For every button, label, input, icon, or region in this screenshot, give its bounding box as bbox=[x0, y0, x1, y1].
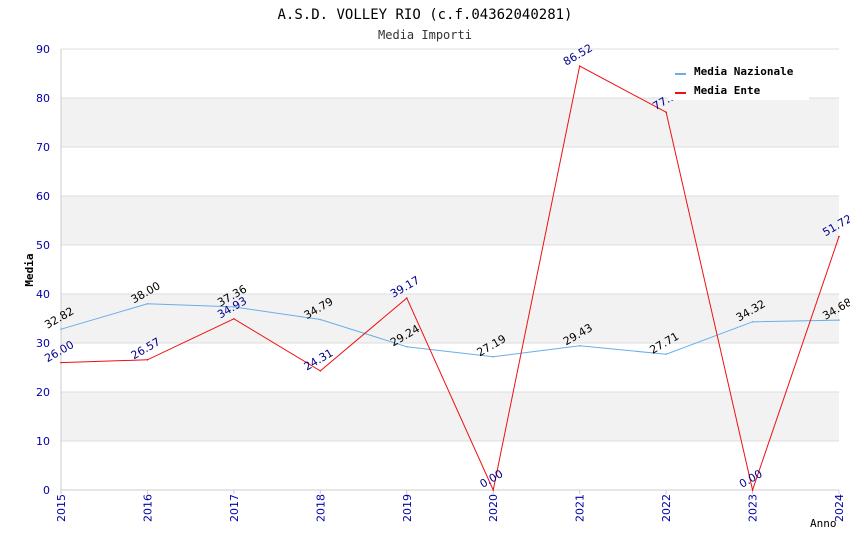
x-tick-label: 2022 bbox=[660, 494, 673, 522]
y-tick-label: 90 bbox=[36, 43, 50, 56]
y-tick-label: 80 bbox=[36, 92, 50, 105]
data-point bbox=[665, 111, 667, 114]
series-line-media-nazionale bbox=[60, 303, 840, 358]
data-label: 86.52 bbox=[561, 42, 595, 69]
data-point bbox=[319, 370, 322, 372]
x-tick-label: 2020 bbox=[487, 494, 500, 522]
y-axis-label: Media bbox=[23, 253, 36, 286]
y-tick-label: 10 bbox=[36, 435, 50, 448]
data-point bbox=[492, 355, 495, 358]
y-tick-label: 0 bbox=[43, 484, 50, 497]
data-point bbox=[492, 489, 495, 491]
legend: Media Nazionale Media Ente bbox=[668, 58, 809, 100]
data-point bbox=[578, 344, 581, 347]
data-point bbox=[60, 328, 62, 330]
data-point bbox=[405, 345, 408, 348]
x-tick-label: 2015 bbox=[55, 494, 68, 522]
legend-label: Media Nazionale bbox=[694, 65, 794, 78]
data-point bbox=[405, 297, 408, 299]
x-tick-label: 2024 bbox=[833, 494, 846, 522]
y-tick-label: 30 bbox=[36, 337, 50, 350]
data-point bbox=[146, 303, 149, 305]
grid-band bbox=[61, 98, 839, 147]
grid-band bbox=[61, 294, 839, 343]
data-point bbox=[146, 359, 149, 361]
series-group bbox=[60, 65, 840, 492]
grid-bands bbox=[61, 98, 839, 441]
x-tick-label: 2019 bbox=[401, 494, 414, 522]
x-tick-label: 2023 bbox=[747, 494, 760, 522]
chart-title: A.S.D. VOLLEY RIO (c.f.04362040281) bbox=[277, 7, 572, 23]
grid-lines bbox=[61, 48, 839, 491]
data-label: 0.00 bbox=[737, 467, 765, 491]
grid-band bbox=[61, 196, 839, 245]
y-tick-label: 50 bbox=[36, 239, 50, 252]
axes bbox=[60, 49, 840, 494]
x-tick-labels: 2015 2016 2017 2018 2019 2020 2021 2022 2023 2024 bbox=[55, 494, 846, 522]
data-point bbox=[60, 361, 62, 364]
data-point bbox=[665, 353, 667, 356]
y-tick-label: 70 bbox=[36, 141, 50, 154]
chart-subtitle: Media Importi bbox=[378, 28, 472, 42]
data-point bbox=[233, 306, 235, 308]
x-tick-label: 2017 bbox=[228, 494, 241, 522]
data-point bbox=[578, 65, 581, 67]
y-tick-labels: 0 10 20 30 40 50 60 70 80 90 bbox=[36, 43, 50, 497]
legend-box bbox=[668, 58, 809, 100]
y-tick-label: 60 bbox=[36, 190, 50, 203]
data-point bbox=[838, 235, 840, 238]
data-point bbox=[319, 318, 322, 321]
y-tick-label: 40 bbox=[36, 288, 50, 301]
x-tick-label: 2021 bbox=[574, 494, 587, 522]
data-point bbox=[838, 319, 840, 321]
series-line-media-ente bbox=[60, 65, 840, 492]
data-point bbox=[751, 321, 754, 323]
grid-band bbox=[61, 392, 839, 441]
y-tick-label: 20 bbox=[36, 386, 50, 399]
data-point bbox=[233, 318, 235, 320]
x-tick-label: 2016 bbox=[141, 494, 154, 522]
x-axis-label: Anno bbox=[810, 517, 837, 530]
legend-label: Media Ente bbox=[694, 84, 761, 97]
data-point bbox=[751, 489, 754, 491]
x-tick-label: 2018 bbox=[314, 494, 327, 522]
